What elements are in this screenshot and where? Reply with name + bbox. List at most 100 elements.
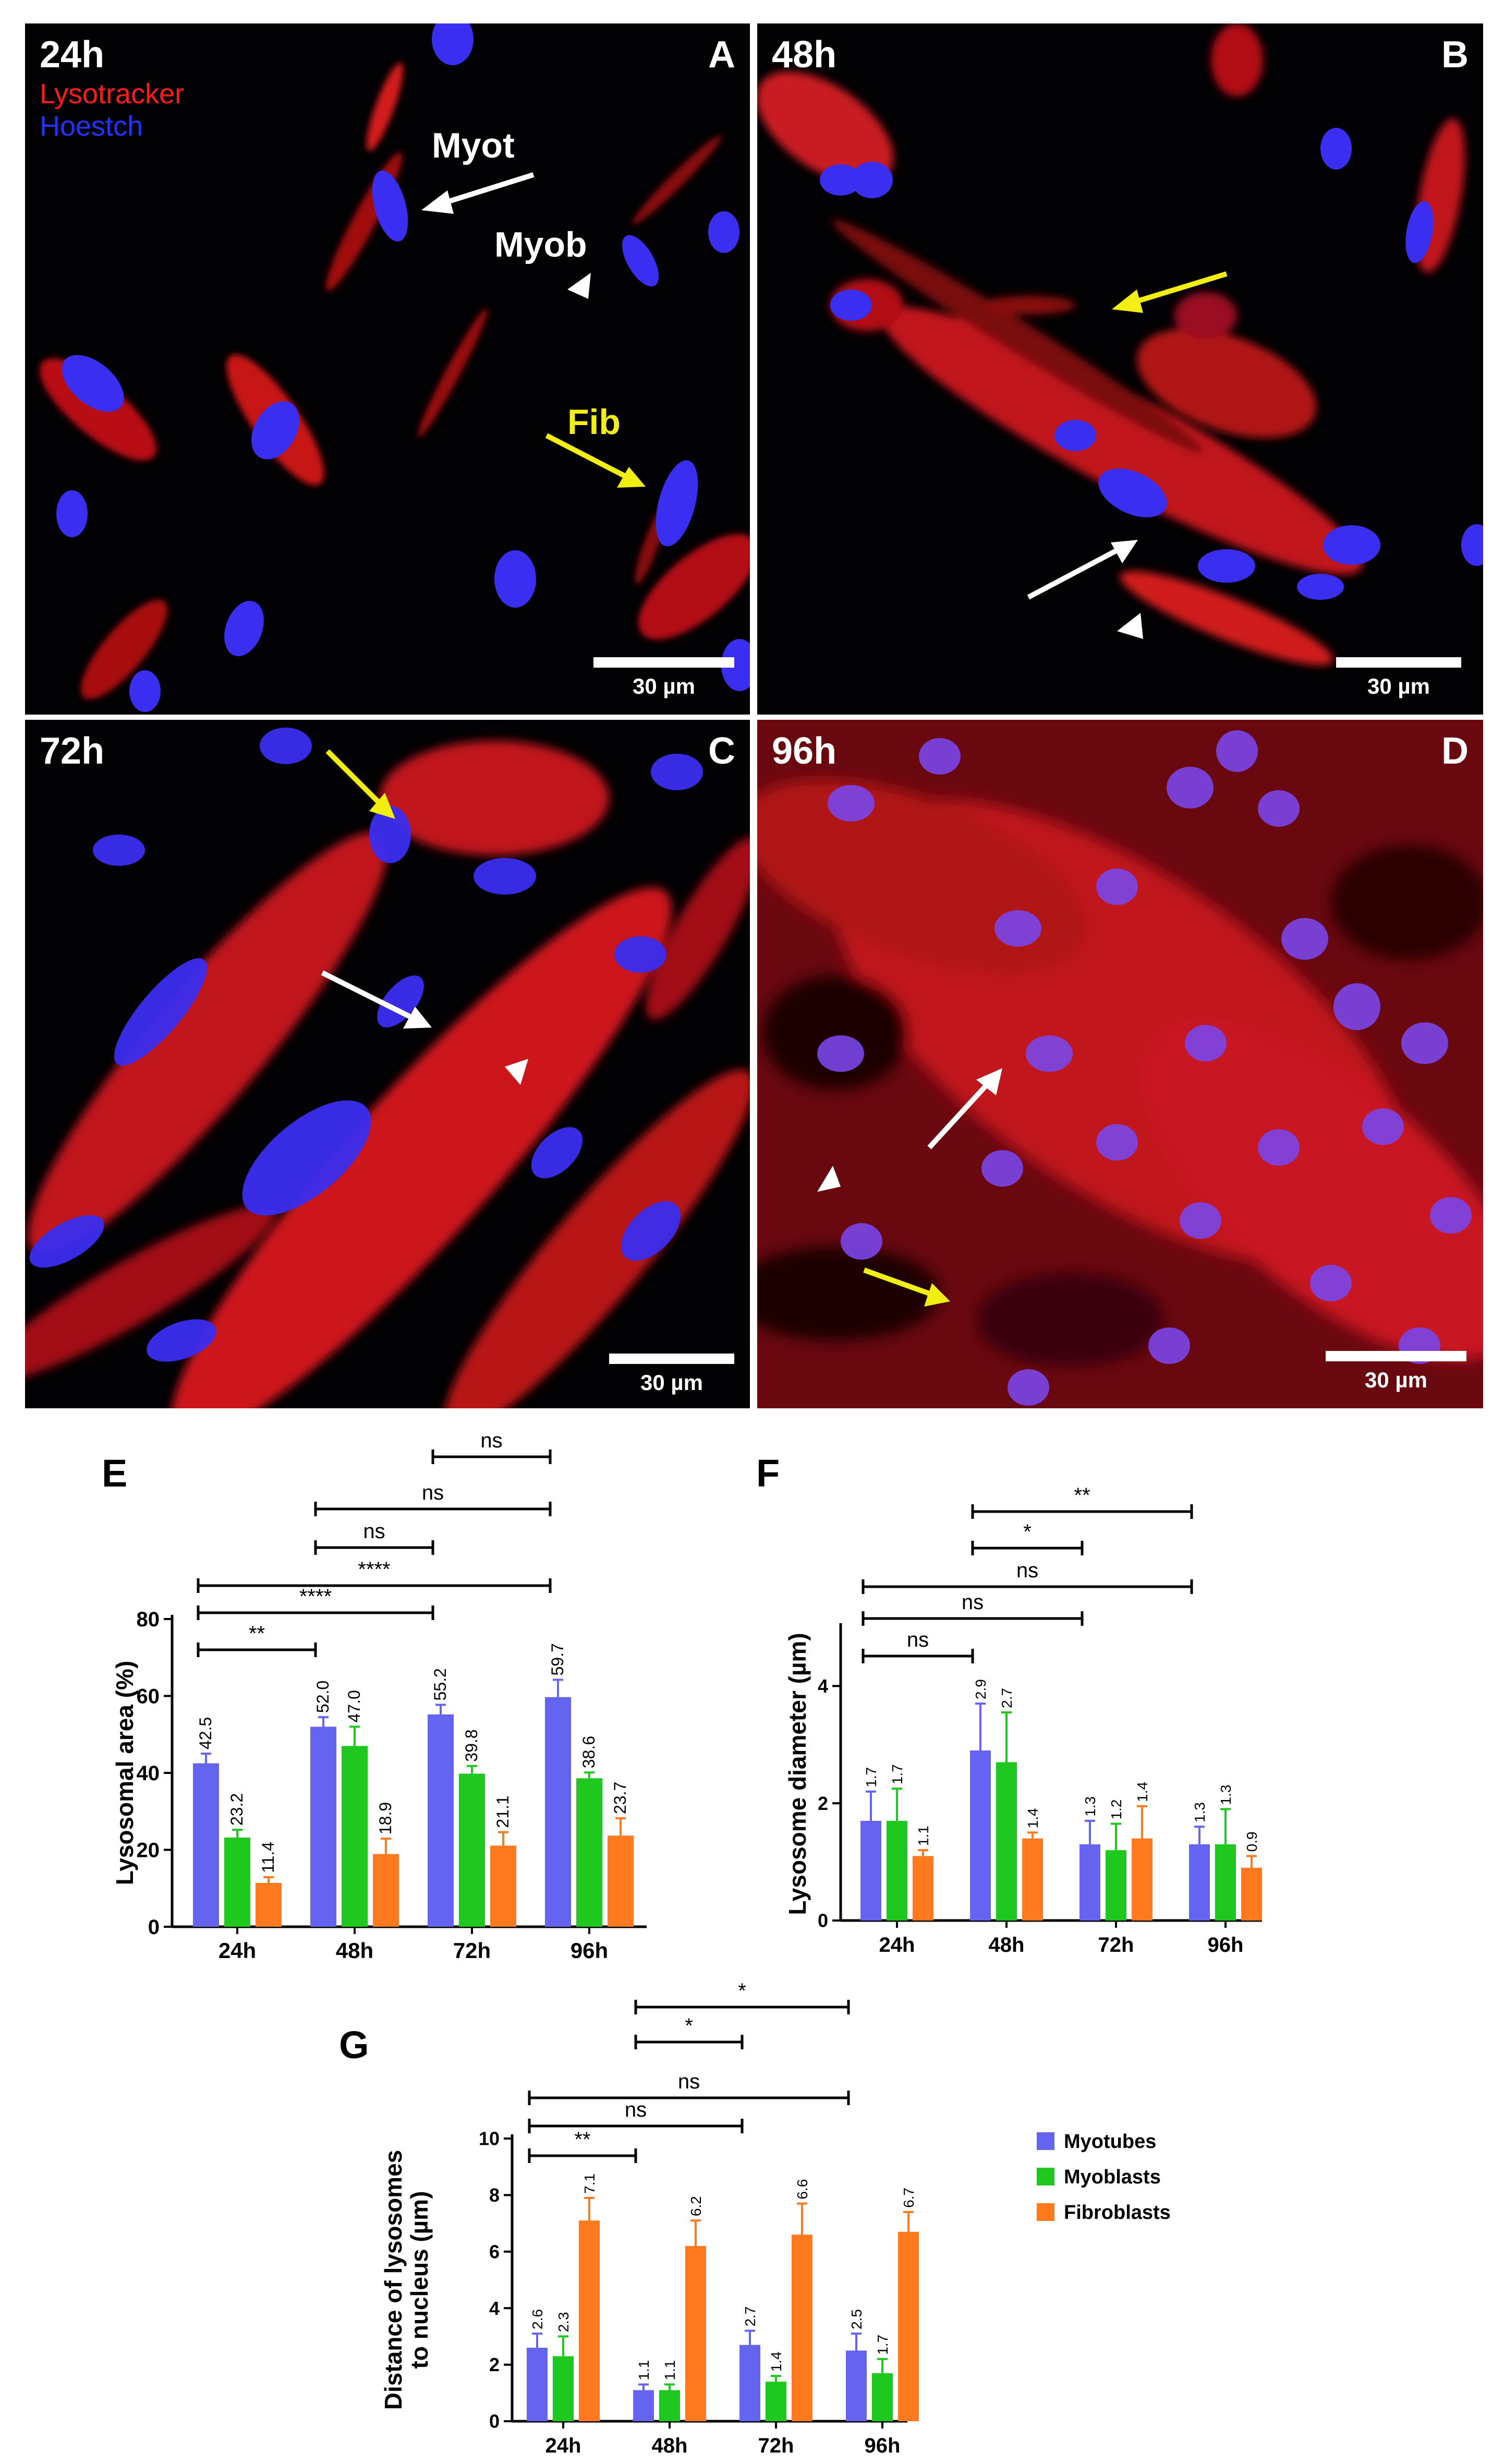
- x-tick-label: 48h: [652, 2434, 688, 2457]
- annotation-arrows-a: [421, 172, 646, 488]
- bar: [527, 2348, 548, 2421]
- data-label: 1.1: [662, 2360, 678, 2381]
- data-label: 2.5: [848, 2309, 865, 2329]
- data-label: 1.4: [768, 2351, 784, 2372]
- significance-label: ns: [625, 2098, 647, 2121]
- bar: [1106, 1850, 1126, 1921]
- chart-letter: E: [102, 1452, 127, 1495]
- bar: [579, 2220, 600, 2421]
- micrograph-panel-d: 96h D 30 µm: [757, 720, 1483, 1408]
- y-tick-label: 0: [489, 2411, 500, 2432]
- annotation-arrows-b: [1027, 271, 1228, 639]
- bar: [553, 2356, 574, 2421]
- significance-label: ns: [962, 1591, 984, 1614]
- bar: [739, 2345, 760, 2421]
- significance-label: *: [1023, 1520, 1032, 1543]
- y-tick-label: 80: [137, 1608, 160, 1631]
- chart-e: E 0 20 40 60 80 Lysosomal area (%) 42.5 23.2 11.4…: [102, 1429, 647, 1963]
- bar: [659, 2390, 680, 2421]
- white-arrowhead-icon: [817, 1166, 841, 1192]
- y-tick-label: 8: [489, 2184, 500, 2206]
- x-tick-label: 96h: [1208, 1934, 1244, 1956]
- yellow-arrow-icon: [1112, 271, 1228, 313]
- micrograph-panel-b: 48h B 30 µm: [757, 23, 1483, 715]
- legend-swatch: [1037, 2132, 1054, 2150]
- scale-bar: [609, 1354, 734, 1364]
- white-arrowhead-icon: [505, 1059, 528, 1085]
- bar: [459, 1773, 485, 1927]
- white-arrow-icon: [1027, 540, 1138, 600]
- fibroblast-label: Fib: [567, 402, 621, 442]
- micrograph-image-b: [757, 23, 1483, 666]
- legend-swatch: [1037, 2203, 1054, 2221]
- panel-letter: A: [708, 34, 735, 76]
- chart-letter: G: [339, 2023, 369, 2067]
- significance-label: *: [685, 2014, 693, 2037]
- bar: [428, 1714, 454, 1927]
- data-label: 2.7: [742, 2306, 758, 2327]
- data-label: 6.7: [901, 2188, 917, 2208]
- significance-label: ns: [678, 2070, 700, 2093]
- panel-letter: B: [1441, 34, 1469, 76]
- bar: [608, 1835, 634, 1927]
- bar: [256, 1882, 282, 1927]
- data-label: 47.0: [345, 1690, 363, 1722]
- bar: [766, 2382, 786, 2421]
- data-label: 6.6: [794, 2179, 810, 2200]
- y-tick-label: 4: [818, 1675, 828, 1697]
- annotation-arrows-c: [321, 749, 528, 1085]
- bar: [1022, 1838, 1043, 1921]
- bar: [1215, 1844, 1236, 1921]
- significance-label: ****: [358, 1558, 390, 1581]
- significance-label: ns: [422, 1481, 444, 1504]
- y-tick-label: 2: [818, 1793, 828, 1814]
- y-tick-label: 0: [818, 1910, 828, 1931]
- data-label: 1.3: [1192, 1802, 1208, 1822]
- legend-label: Fibroblasts: [1064, 2202, 1171, 2224]
- data-label: 2.6: [529, 2309, 545, 2329]
- chart-letter: F: [756, 1452, 780, 1495]
- data-label: 1.7: [875, 2335, 891, 2355]
- bar: [545, 1697, 571, 1927]
- bar: [1132, 1838, 1153, 1921]
- bar: [576, 1778, 602, 1927]
- bar: [1189, 1844, 1210, 1921]
- data-label: 1.1: [636, 2360, 652, 2381]
- data-label: 0.9: [1244, 1831, 1260, 1852]
- y-tick-label: 6: [489, 2241, 500, 2262]
- bar: [860, 1820, 881, 1921]
- bar: [1241, 1867, 1262, 1921]
- data-label: 1.4: [1025, 1808, 1041, 1828]
- white-arrowhead-icon: [1117, 613, 1143, 639]
- significance-label: *: [738, 1979, 746, 2002]
- data-label: 39.8: [462, 1729, 481, 1761]
- significance-label: **: [249, 1622, 265, 1645]
- significance-label: **: [1074, 1484, 1090, 1507]
- x-tick-label: 72h: [453, 1938, 491, 1963]
- data-label: 2.9: [973, 1679, 989, 1699]
- data-label: 2.7: [999, 1688, 1015, 1708]
- y-tick-label: 40: [137, 1762, 160, 1785]
- y-tick-label: 0: [148, 1916, 160, 1939]
- panel-letter: C: [708, 730, 735, 772]
- bar: [224, 1837, 250, 1927]
- data-label: 21.1: [493, 1795, 512, 1828]
- data-label: 52.0: [313, 1681, 332, 1713]
- bar: [913, 1856, 933, 1921]
- data-label: 1.3: [1082, 1796, 1098, 1817]
- panel-time-label: 48h: [772, 34, 837, 76]
- myotube-label: Myot: [432, 126, 515, 165]
- bar: [792, 2234, 812, 2421]
- data-label: 42.5: [196, 1717, 215, 1749]
- yellow-arrow-icon: [325, 749, 395, 819]
- legend-label: Myotubes: [1064, 2131, 1156, 2153]
- x-tick-label: 96h: [571, 1938, 608, 1963]
- x-tick-label: 48h: [989, 1934, 1025, 1956]
- bar: [310, 1726, 336, 1927]
- bar: [633, 2390, 654, 2421]
- data-label: 7.1: [581, 2173, 598, 2194]
- panel-time-label: 96h: [772, 730, 837, 772]
- x-tick-label: 24h: [879, 1934, 915, 1956]
- legend-swatch: [1037, 2168, 1054, 2185]
